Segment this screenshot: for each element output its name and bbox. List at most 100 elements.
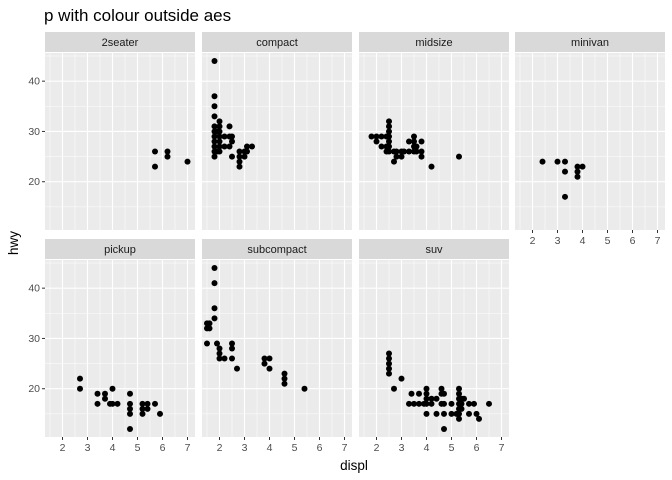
data-point — [216, 118, 223, 125]
data-point — [413, 143, 420, 150]
data-point — [211, 143, 218, 150]
y-tick-label: 20 — [28, 176, 40, 188]
data-point — [216, 148, 223, 155]
data-point — [456, 410, 462, 417]
facet-strip-label: minivan — [571, 37, 609, 49]
data-point — [411, 400, 417, 407]
data-point — [562, 168, 568, 175]
data-point — [211, 133, 218, 140]
data-point — [574, 173, 581, 180]
data-point — [236, 153, 243, 160]
data-point — [211, 305, 218, 312]
data-point — [102, 395, 108, 402]
data-point — [574, 168, 581, 175]
data-point — [139, 410, 146, 417]
data-point — [406, 148, 412, 155]
data-point — [423, 410, 430, 417]
facet-strip — [202, 32, 352, 52]
chart-title: p with colour outside aes — [44, 6, 231, 25]
data-point — [127, 390, 133, 397]
data-point — [433, 410, 440, 417]
data-point — [211, 58, 218, 65]
facet-strip-label: suv — [425, 244, 443, 256]
data-point — [466, 400, 472, 407]
data-point — [456, 153, 462, 160]
data-point — [77, 385, 83, 392]
data-point — [127, 405, 133, 412]
data-point — [229, 340, 235, 347]
data-point — [236, 158, 243, 165]
data-point — [164, 153, 171, 160]
data-point — [152, 400, 158, 407]
data-point — [144, 405, 151, 412]
data-point — [214, 340, 220, 347]
data-point — [423, 390, 430, 397]
x-tick-label: 5 — [135, 442, 141, 454]
x-tick-label: 3 — [555, 235, 561, 247]
data-point — [211, 93, 218, 100]
facet-strip-label: midsize — [415, 37, 452, 49]
data-point — [386, 138, 392, 145]
data-point — [139, 400, 146, 407]
data-point — [226, 123, 233, 130]
data-point — [391, 158, 397, 165]
data-point — [378, 133, 385, 140]
data-point — [386, 123, 392, 130]
data-point — [413, 148, 420, 155]
y-tick-label: 30 — [28, 126, 40, 138]
data-point — [386, 350, 392, 357]
x-tick-label: 3 — [399, 442, 405, 454]
data-point — [386, 118, 392, 125]
panel-background — [515, 53, 665, 230]
data-point — [562, 158, 568, 165]
data-point — [152, 163, 158, 170]
data-point — [441, 400, 447, 407]
x-tick-label: 6 — [160, 442, 166, 454]
data-point — [216, 138, 223, 145]
data-point — [428, 400, 435, 407]
x-tick-label: 2 — [530, 235, 536, 247]
panel-background — [359, 260, 509, 437]
data-point — [144, 400, 151, 407]
data-point — [428, 395, 435, 402]
facet-strip-label: pickup — [104, 244, 136, 256]
data-point — [418, 153, 425, 160]
data-point — [418, 138, 425, 145]
data-point — [236, 148, 243, 155]
x-tick-label: 5 — [605, 235, 611, 247]
data-point — [423, 400, 430, 407]
x-tick-label: 4 — [424, 442, 430, 454]
x-tick-label: 6 — [474, 442, 480, 454]
data-point — [386, 143, 392, 150]
x-tick-label: 2 — [217, 442, 223, 454]
data-point — [448, 410, 455, 417]
data-point — [94, 390, 101, 397]
data-point — [211, 103, 218, 110]
data-point — [416, 400, 422, 407]
facet-minivan: minivan 2 3 4 5 6 7 — [515, 32, 665, 247]
data-point — [406, 400, 412, 407]
x-tick-label: 2 — [374, 442, 380, 454]
data-point — [456, 415, 462, 422]
data-point — [386, 133, 392, 140]
data-point — [244, 143, 250, 150]
data-point — [281, 380, 288, 387]
facet-strip — [45, 32, 195, 52]
data-point — [393, 148, 400, 155]
data-point — [393, 153, 400, 160]
data-point — [579, 163, 586, 170]
data-point — [102, 390, 108, 397]
data-point — [77, 375, 83, 382]
data-point — [139, 405, 146, 412]
data-point — [234, 365, 240, 372]
data-point — [127, 410, 133, 417]
data-point — [373, 133, 380, 140]
x-tick-label: 4 — [110, 442, 116, 454]
x-tick-label: 3 — [242, 442, 248, 454]
y-tick-label: 20 — [28, 383, 40, 395]
facet-strip — [359, 239, 509, 259]
x-tick-label: 2 — [60, 442, 66, 454]
data-point — [401, 148, 407, 155]
data-point — [386, 365, 392, 372]
